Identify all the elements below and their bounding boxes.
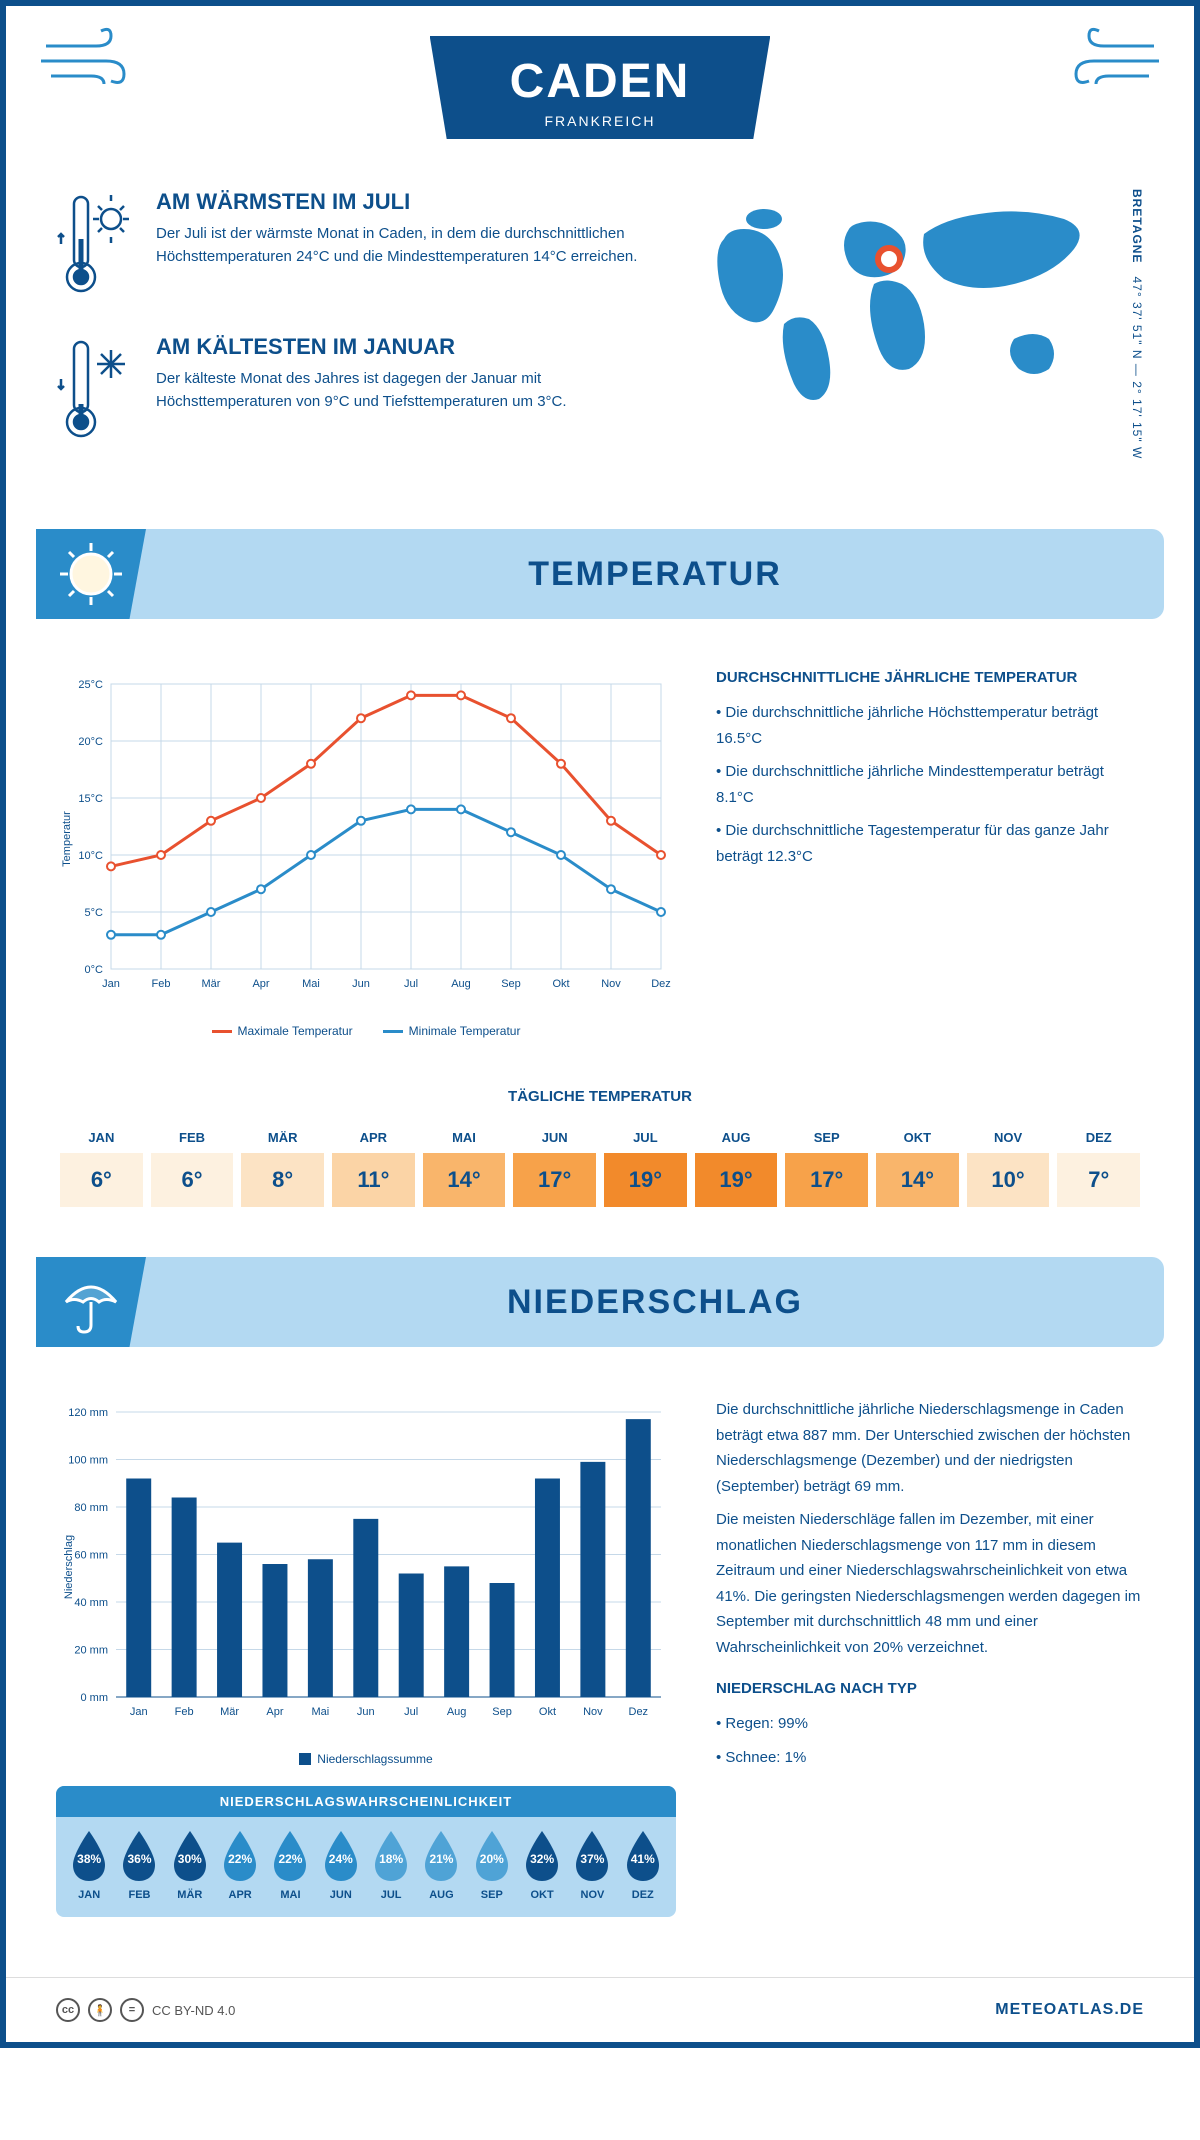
svg-text:20°C: 20°C: [78, 736, 103, 748]
temp-cell: JUN17°: [509, 1120, 600, 1217]
svg-text:60 mm: 60 mm: [74, 1550, 108, 1562]
temp-cell: SEP17°: [781, 1120, 872, 1217]
svg-text:Jul: Jul: [404, 978, 418, 990]
svg-text:Jan: Jan: [102, 978, 120, 990]
by-icon: 🧍: [88, 1998, 112, 2022]
precip-chart-legend: Niederschlagssumme: [56, 1752, 676, 1766]
prob-cell: 18%JUL: [366, 1829, 416, 1901]
svg-text:Nov: Nov: [583, 1706, 603, 1718]
umbrella-icon: [36, 1257, 146, 1347]
precip-probability-box: NIEDERSCHLAGSWAHRSCHEINLICHKEIT 38%JAN36…: [56, 1786, 676, 1917]
city-title: CADEN: [510, 54, 691, 109]
temp-cell: JUL19°: [600, 1120, 691, 1217]
svg-text:Aug: Aug: [447, 1706, 467, 1718]
prob-cell: 37%NOV: [567, 1829, 617, 1901]
svg-text:Sep: Sep: [492, 1706, 512, 1718]
thermometer-hot-icon: [56, 189, 136, 304]
svg-text:Dez: Dez: [629, 1706, 649, 1718]
precipitation-summary: Die durchschnittliche jährliche Niedersc…: [716, 1397, 1144, 1917]
temp-cell: MAI14°: [419, 1120, 510, 1217]
svg-text:120 mm: 120 mm: [68, 1407, 108, 1419]
prob-cell: 36%FEB: [114, 1829, 164, 1901]
wind-icon: [1064, 26, 1164, 101]
daily-temp-table: JAN6°FEB6°MÄR8°APR11°MAI14°JUN17°JUL19°A…: [56, 1120, 1144, 1217]
prob-cell: 21%AUG: [416, 1829, 466, 1901]
svg-text:15°C: 15°C: [78, 793, 103, 805]
temp-cell: OKT14°: [872, 1120, 963, 1217]
svg-text:Sep: Sep: [501, 978, 521, 990]
thermometer-cold-icon: [56, 334, 136, 449]
world-map-icon: [694, 189, 1120, 424]
svg-text:40 mm: 40 mm: [74, 1597, 108, 1609]
temp-cell: AUG19°: [691, 1120, 782, 1217]
svg-text:Niederschlag: Niederschlag: [63, 1535, 75, 1599]
precipitation-bar-chart: 0 mm 20 mm 40 mm 60 mm 80 mm 100 mm 120 mm Nied…: [56, 1397, 676, 1737]
svg-text:0 mm: 0 mm: [81, 1692, 109, 1704]
license: cc 🧍 = CC BY-ND 4.0: [56, 1998, 235, 2022]
svg-text:Jun: Jun: [357, 1706, 375, 1718]
temp-cell: APR11°: [328, 1120, 419, 1217]
svg-text:25°C: 25°C: [78, 679, 103, 691]
warmest-text: Der Juli ist der wärmste Monat in Caden,…: [156, 223, 654, 268]
precipitation-section-banner: NIEDERSCHLAG: [36, 1257, 1164, 1347]
coldest-block: AM KÄLTESTEN IM JANUAR Der kälteste Mona…: [56, 334, 654, 449]
svg-text:Dez: Dez: [651, 978, 671, 990]
temp-cell: NOV10°: [963, 1120, 1054, 1217]
coldest-text: Der kälteste Monat des Jahres ist dagege…: [156, 368, 654, 413]
prob-cell: 24%JUN: [316, 1829, 366, 1901]
prob-cell: 22%APR: [215, 1829, 265, 1901]
svg-text:Feb: Feb: [152, 978, 171, 990]
prob-cell: 30%MÄR: [165, 1829, 215, 1901]
temp-cell: JAN6°: [56, 1120, 147, 1217]
svg-text:Apr: Apr: [252, 978, 269, 990]
svg-text:Mär: Mär: [202, 978, 221, 990]
svg-text:Jul: Jul: [404, 1706, 418, 1718]
svg-text:Mär: Mär: [220, 1706, 239, 1718]
temperature-section-banner: TEMPERATUR: [36, 529, 1164, 619]
prob-cell: 32%OKT: [517, 1829, 567, 1901]
brand: METEOATLAS.DE: [995, 2001, 1144, 2019]
wind-icon: [36, 26, 136, 101]
svg-text:80 mm: 80 mm: [74, 1502, 108, 1514]
coldest-title: AM KÄLTESTEN IM JANUAR: [156, 334, 654, 360]
svg-text:Jun: Jun: [352, 978, 370, 990]
svg-text:100 mm: 100 mm: [68, 1455, 108, 1467]
svg-text:Temperatur: Temperatur: [61, 811, 73, 867]
svg-text:Nov: Nov: [601, 978, 621, 990]
svg-text:Apr: Apr: [266, 1706, 283, 1718]
prob-cell: 41%DEZ: [618, 1829, 668, 1901]
section-title: NIEDERSCHLAG: [146, 1283, 1164, 1322]
warmest-block: AM WÄRMSTEN IM JULI Der Juli ist der wär…: [56, 189, 654, 304]
nd-icon: =: [120, 1998, 144, 2022]
cc-icon: cc: [56, 1998, 80, 2022]
svg-text:20 mm: 20 mm: [74, 1645, 108, 1657]
svg-text:Mai: Mai: [302, 978, 320, 990]
svg-text:Mai: Mai: [312, 1706, 330, 1718]
prob-cell: 22%MAI: [265, 1829, 315, 1901]
temperature-summary: DURCHSCHNITTLICHE JÄHRLICHE TEMPERATUR D…: [716, 669, 1144, 1038]
coordinates: BRETAGNE 47° 37' 51" N — 2° 17' 15" W: [1130, 189, 1144, 459]
daily-temp-title: TÄGLICHE TEMPERATUR: [6, 1088, 1194, 1105]
temp-cell: DEZ7°: [1053, 1120, 1144, 1217]
svg-text:10°C: 10°C: [78, 850, 103, 862]
prob-cell: 20%SEP: [467, 1829, 517, 1901]
section-title: TEMPERATUR: [146, 555, 1164, 594]
prob-cell: 38%JAN: [64, 1829, 114, 1901]
svg-text:Okt: Okt: [539, 1706, 556, 1718]
svg-text:Jan: Jan: [130, 1706, 148, 1718]
temp-chart-legend: Maximale Temperatur Minimale Temperatur: [56, 1024, 676, 1038]
svg-text:Feb: Feb: [175, 1706, 194, 1718]
svg-text:Okt: Okt: [552, 978, 569, 990]
sun-icon: [36, 529, 146, 619]
temp-cell: MÄR8°: [237, 1120, 328, 1217]
svg-text:Aug: Aug: [451, 978, 471, 990]
header: CADEN FRANKREICH: [6, 6, 1194, 159]
temp-cell: FEB6°: [147, 1120, 238, 1217]
svg-text:5°C: 5°C: [85, 907, 104, 919]
temperature-line-chart: 0°C 5°C 10°C 15°C 20°C 25°C Jan Feb Mär Apr Mai Jun…: [56, 669, 676, 1009]
title-ribbon: CADEN FRANKREICH: [430, 36, 771, 139]
svg-text:0°C: 0°C: [85, 964, 104, 976]
warmest-title: AM WÄRMSTEN IM JULI: [156, 189, 654, 215]
country-subtitle: FRANKREICH: [510, 113, 691, 129]
